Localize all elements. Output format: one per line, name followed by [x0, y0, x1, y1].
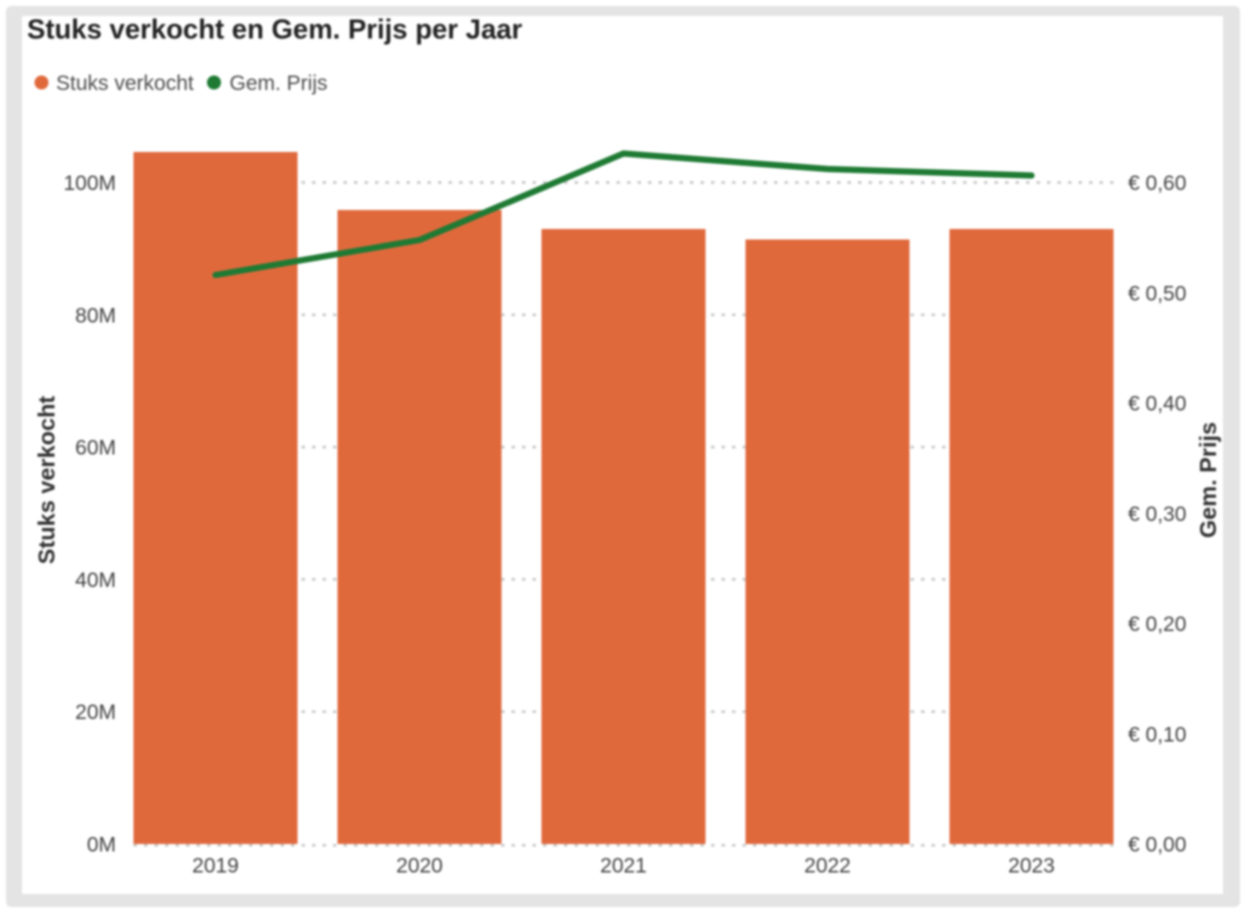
- svg-text:Gem. Prijs: Gem. Prijs: [230, 72, 328, 95]
- svg-text:60M: 60M: [75, 437, 116, 460]
- svg-text:2019: 2019: [192, 855, 239, 878]
- svg-text:€ 0,60: € 0,60: [1128, 172, 1186, 195]
- svg-text:€ 0,00: € 0,00: [1128, 834, 1186, 857]
- svg-text:20M: 20M: [75, 701, 116, 724]
- svg-text:€ 0,30: € 0,30: [1128, 503, 1186, 526]
- svg-text:100M: 100M: [63, 172, 116, 195]
- svg-text:2020: 2020: [396, 855, 443, 878]
- svg-text:Gem. Prijs: Gem. Prijs: [1195, 422, 1221, 538]
- svg-text:2022: 2022: [804, 855, 851, 878]
- svg-text:0M: 0M: [87, 834, 116, 857]
- svg-text:Stuks verkocht: Stuks verkocht: [56, 72, 194, 95]
- svg-text:40M: 40M: [75, 569, 116, 592]
- svg-text:80M: 80M: [75, 304, 116, 327]
- svg-text:€ 0,20: € 0,20: [1128, 613, 1186, 636]
- svg-text:2023: 2023: [1008, 855, 1055, 878]
- svg-text:Stuks verkocht en Gem. Prijs p: Stuks verkocht en Gem. Prijs per Jaar: [27, 14, 523, 45]
- svg-text:2021: 2021: [600, 855, 647, 878]
- svg-text:Stuks verkocht: Stuks verkocht: [34, 396, 60, 565]
- svg-text:€ 0,50: € 0,50: [1128, 282, 1186, 305]
- svg-text:€ 0,40: € 0,40: [1128, 393, 1186, 416]
- svg-text:€ 0,10: € 0,10: [1128, 723, 1186, 746]
